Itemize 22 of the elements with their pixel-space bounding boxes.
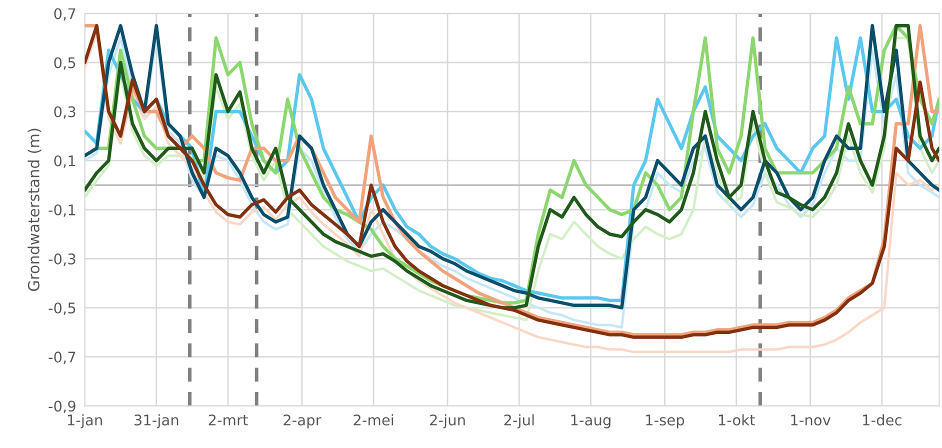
x-tick-label: 1-sep [646, 414, 684, 428]
x-tick-label: 2-mei [354, 414, 394, 426]
x-tick-label: 2-apr [284, 414, 322, 428]
x-tick-label: 1-aug [571, 414, 610, 428]
x-tick-label: 2-mrt [208, 414, 248, 426]
x-tick-label: 1-nov [791, 414, 831, 426]
y-tick-label: 0,5 [54, 57, 76, 70]
x-tick-label: 1-okt [718, 414, 755, 426]
y-tick-label: -0,1 [48, 204, 76, 217]
y-tick-label: 0,3 [54, 106, 76, 119]
y-tick-label: 0,7 [54, 8, 76, 21]
x-tick-label: 1-dec [863, 414, 902, 426]
x-tick-label: 31-jan [134, 414, 178, 428]
y-tick-label: -0,9 [48, 400, 76, 414]
y-axis-title: Grondwaterstand (m) [28, 128, 42, 291]
x-tick-label: 2-jun [430, 414, 465, 428]
x-tick-label: 1-jan [68, 414, 102, 428]
y-tick-label: -0,3 [48, 253, 76, 266]
x-tick-label: 2-jul [504, 414, 534, 428]
y-tick-label: 0,1 [54, 155, 76, 168]
y-tick-label: -0,5 [48, 302, 76, 316]
y-tick-label: -0,7 [48, 352, 76, 364]
